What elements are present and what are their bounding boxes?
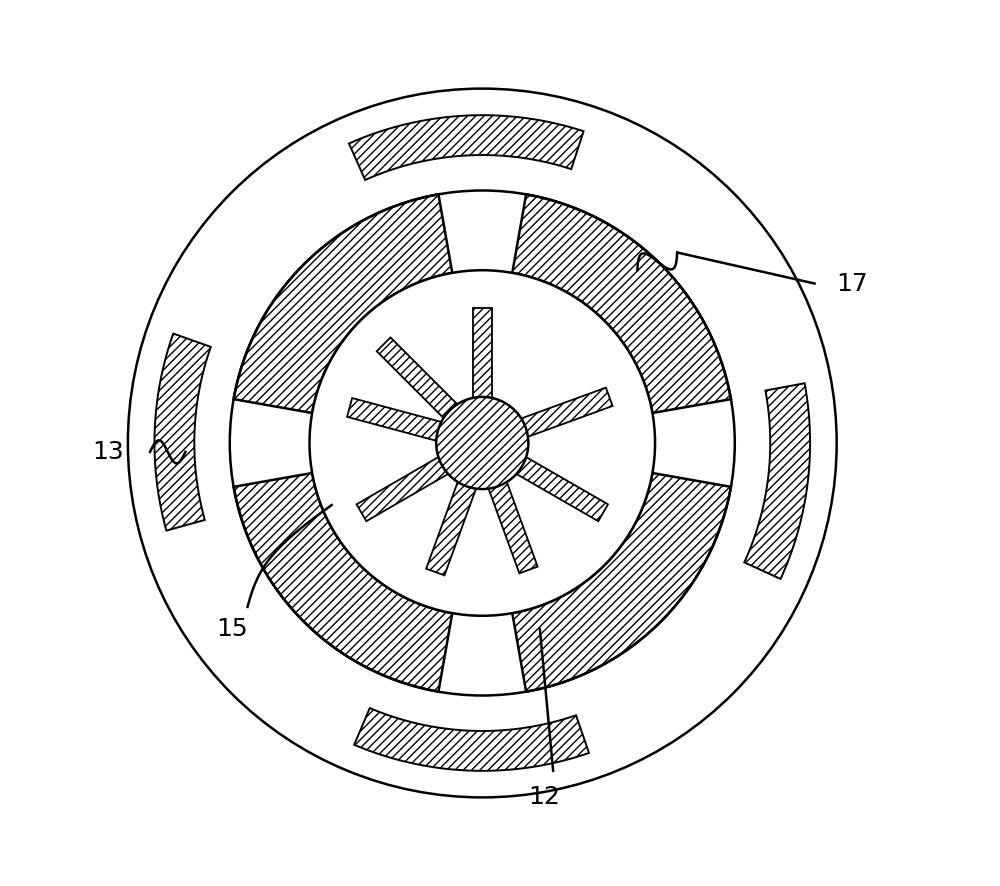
Polygon shape [512,473,731,692]
Polygon shape [234,473,452,692]
Polygon shape [377,338,494,455]
Polygon shape [473,308,492,446]
Polygon shape [349,115,584,180]
Circle shape [128,89,837,797]
Circle shape [310,270,655,616]
Polygon shape [744,384,810,579]
Polygon shape [472,438,538,573]
Text: 13: 13 [92,439,124,464]
Polygon shape [347,398,489,454]
Polygon shape [357,431,493,521]
Text: 17: 17 [837,271,868,296]
Polygon shape [154,333,211,531]
Polygon shape [234,194,452,413]
Polygon shape [472,431,608,521]
Text: 12: 12 [528,785,560,810]
Text: 15: 15 [216,617,248,641]
Circle shape [436,397,528,489]
Polygon shape [354,708,589,771]
Polygon shape [426,436,493,575]
Polygon shape [477,388,613,453]
Polygon shape [512,194,731,413]
